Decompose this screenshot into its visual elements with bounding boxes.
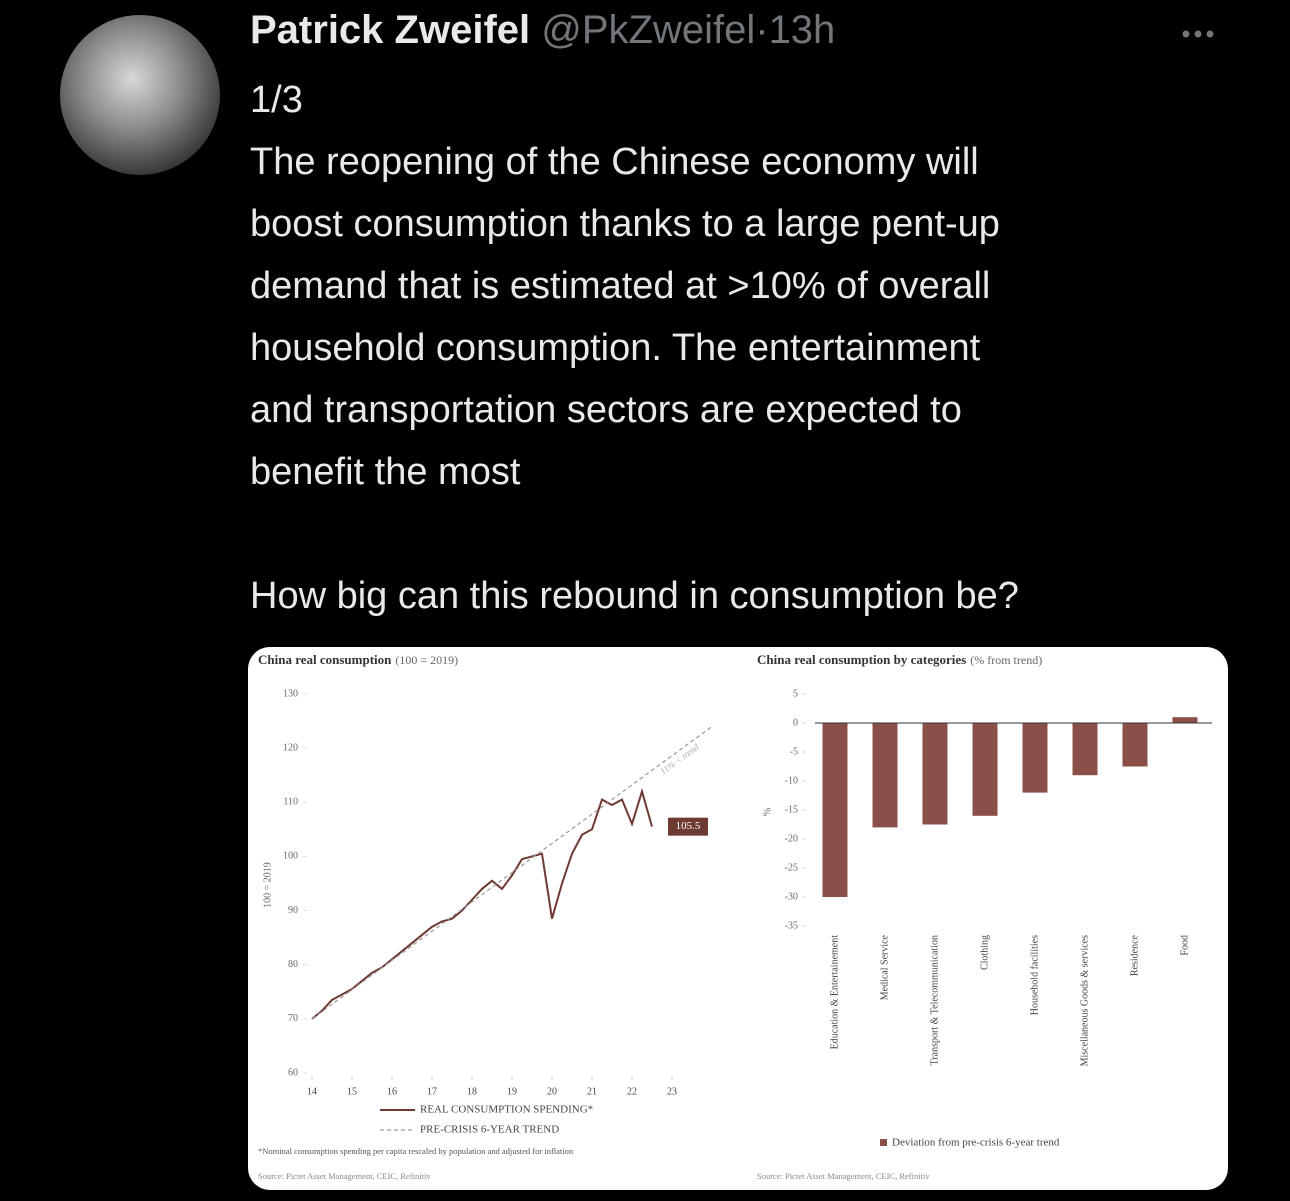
tweet-text-line: boost consumption thanks to a large pent… bbox=[250, 203, 1000, 245]
y-tick-label: 5 bbox=[793, 688, 798, 699]
category-label: Clothing bbox=[979, 935, 990, 970]
timestamp[interactable]: 13h bbox=[768, 8, 836, 52]
tweet-body: 1/3 The reopening of the Chinese economy … bbox=[250, 69, 1019, 627]
chart-title: China real consumption bbox=[258, 652, 392, 667]
y-axis-label: 100 = 2019 bbox=[262, 862, 273, 908]
x-tick-label: 16 bbox=[387, 1086, 397, 1097]
trend-line bbox=[311, 726, 713, 1020]
source: Source: Pictet Asset Management, CEIC, R… bbox=[757, 1171, 930, 1181]
category-label: Household facilities bbox=[1029, 935, 1040, 1015]
legend-label: Deviation from pre-crisis 6-year trend bbox=[892, 1137, 1060, 1149]
category-label: Education & Entertainement bbox=[829, 935, 840, 1050]
category-label: Transport & Telecommunication bbox=[929, 935, 940, 1065]
y-tick-label: -30 bbox=[785, 891, 798, 902]
y-tick-label: -5 bbox=[790, 746, 798, 757]
annotation-value: 105.5 bbox=[676, 820, 701, 832]
y-tick-label: 130 bbox=[283, 688, 298, 699]
y-tick-label: 110 bbox=[283, 797, 298, 808]
blank-line bbox=[250, 503, 1019, 565]
y-tick-label: 0 bbox=[793, 717, 798, 728]
x-tick-label: 20 bbox=[547, 1086, 557, 1097]
y-tick-label: 70 bbox=[288, 1013, 298, 1024]
bar bbox=[922, 723, 948, 825]
separator: · bbox=[755, 8, 769, 52]
avatar[interactable] bbox=[60, 15, 220, 175]
annotation-box bbox=[668, 817, 708, 836]
x-tick-label: 17 bbox=[427, 1086, 437, 1097]
data-line bbox=[311, 787, 653, 1020]
chart-subtitle: (% from trend) bbox=[970, 653, 1042, 667]
x-tick-label: 23 bbox=[667, 1086, 677, 1097]
legend-label: PRE-CRISIS 6-YEAR TREND bbox=[420, 1124, 559, 1136]
y-axis-label: % bbox=[762, 808, 773, 816]
legend-label: REAL CONSUMPTION SPENDING* bbox=[420, 1104, 593, 1116]
x-tick-label: 21 bbox=[587, 1086, 597, 1097]
bar bbox=[1022, 723, 1048, 793]
bar bbox=[972, 723, 998, 816]
bar bbox=[872, 723, 898, 828]
source: Source: Pictet Asset Management, CEIC, R… bbox=[258, 1171, 431, 1181]
bar bbox=[1072, 723, 1098, 776]
x-tick-label: 14 bbox=[307, 1086, 317, 1097]
more-menu[interactable] bbox=[1182, 30, 1214, 38]
tweet-text-line: benefit the most bbox=[250, 451, 521, 493]
tweet-header: Patrick Zweifel @PkZweifel·13h bbox=[250, 8, 835, 53]
x-tick-label: 18 bbox=[467, 1086, 477, 1097]
bar bbox=[1172, 717, 1198, 723]
y-tick-label: -20 bbox=[785, 833, 798, 844]
y-tick-label: -35 bbox=[785, 920, 798, 931]
category-label: Medical Service bbox=[879, 934, 890, 1000]
tweet-question: How big can this rebound in consumption … bbox=[250, 575, 1019, 617]
chart-title: China real consumption by categories bbox=[757, 652, 966, 667]
tweet-text-line: The reopening of the Chinese economy wil… bbox=[250, 141, 979, 183]
handle[interactable]: @PkZweifel bbox=[541, 8, 756, 52]
thread-marker: 1/3 bbox=[250, 79, 303, 121]
author-name[interactable]: Patrick Zweifel bbox=[250, 8, 531, 52]
y-tick-label: -25 bbox=[785, 862, 798, 873]
y-tick-label: 100 bbox=[283, 851, 298, 862]
category-label: Food bbox=[1179, 935, 1190, 956]
footnote: *Nominal consumption spending per capita… bbox=[258, 1146, 574, 1156]
tweet-text-line: and transportation sectors are expected … bbox=[250, 389, 962, 431]
x-tick-label: 19 bbox=[507, 1086, 517, 1097]
category-label: Residence bbox=[1129, 934, 1140, 976]
y-tick-label: 80 bbox=[288, 959, 298, 970]
tweet-text-line: demand that is estimated at >10% of over… bbox=[250, 265, 991, 307]
y-tick-label: 120 bbox=[283, 742, 298, 753]
bar bbox=[822, 723, 848, 897]
y-tick-label: 60 bbox=[288, 1067, 298, 1078]
bar bbox=[1122, 723, 1148, 767]
x-tick-label: 15 bbox=[347, 1086, 357, 1097]
category-label: Miscellaneous Goods & services bbox=[1079, 935, 1090, 1066]
y-tick-label: -15 bbox=[785, 804, 798, 815]
legend-swatch bbox=[880, 1139, 887, 1146]
y-tick-label: -10 bbox=[785, 775, 798, 786]
tweet-text-line: household consumption. The entertainment bbox=[250, 327, 981, 369]
x-tick-label: 22 bbox=[627, 1086, 637, 1097]
chart-subtitle: (100 = 2019) bbox=[395, 653, 458, 667]
y-tick-label: 90 bbox=[288, 905, 298, 916]
